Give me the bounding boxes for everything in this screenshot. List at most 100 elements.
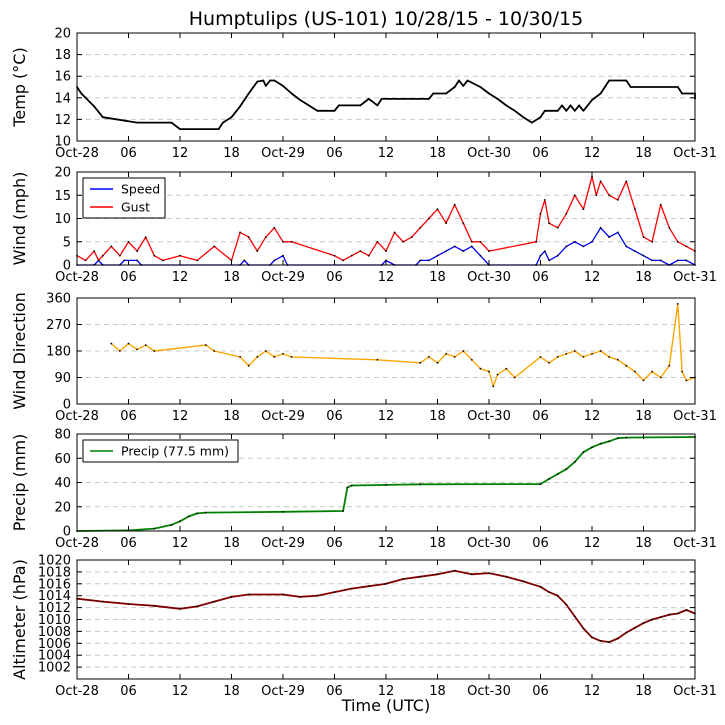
x-tick-label: 12 xyxy=(172,409,189,424)
data-point xyxy=(573,109,576,112)
x-tick-label: 12 xyxy=(584,146,601,161)
x-tick-label: 18 xyxy=(429,146,446,161)
data-point xyxy=(204,511,207,514)
data-point xyxy=(119,254,121,257)
x-axis-title: Time (UTC) xyxy=(341,696,430,715)
data-point xyxy=(608,356,611,358)
data-point xyxy=(367,98,370,100)
data-point xyxy=(97,259,100,262)
data-point xyxy=(196,605,199,608)
data-point xyxy=(625,180,628,183)
data-point xyxy=(625,436,628,439)
data-point xyxy=(634,208,636,211)
x-tick-label: Oct-31 xyxy=(673,146,717,161)
data-point xyxy=(608,641,611,643)
x-tick-label: Oct-29 xyxy=(261,684,305,699)
data-point xyxy=(350,587,353,590)
y-tick-label: 1014 xyxy=(38,589,71,604)
y-tick-label: 12 xyxy=(54,113,71,128)
x-tick-label: 12 xyxy=(378,684,395,699)
x-tick-label: Oct-29 xyxy=(261,536,305,551)
data-point xyxy=(136,121,139,124)
x-tick-label: 12 xyxy=(378,409,395,424)
x-tick-label: 06 xyxy=(326,409,343,424)
data-point xyxy=(453,356,456,358)
data-point xyxy=(488,572,490,574)
x-tick-label: 06 xyxy=(326,536,343,551)
series-line-dir-0 xyxy=(110,303,696,387)
data-point xyxy=(462,350,465,352)
x-tick-label: 18 xyxy=(635,409,652,424)
data-point xyxy=(685,609,688,611)
data-point xyxy=(651,259,653,262)
data-point xyxy=(651,618,653,621)
data-point xyxy=(273,226,276,229)
data-point xyxy=(582,208,585,211)
data-point xyxy=(676,612,679,615)
data-point xyxy=(548,591,550,593)
x-tick-label: 18 xyxy=(223,536,240,551)
data-point xyxy=(101,254,104,257)
x-tick-label: 06 xyxy=(120,146,137,161)
y-tick-label: 20 xyxy=(54,166,71,181)
x-tick-label: 12 xyxy=(584,684,601,699)
x-tick-label: Oct-30 xyxy=(467,684,511,699)
x-tick-label: Oct-28 xyxy=(55,536,99,551)
x-tick-label: 18 xyxy=(429,684,446,699)
data-point xyxy=(556,254,559,257)
x-tick-label: 12 xyxy=(172,146,189,161)
data-point xyxy=(462,222,465,225)
data-point xyxy=(136,259,139,262)
data-point xyxy=(247,92,250,95)
data-point xyxy=(582,627,585,630)
data-point xyxy=(543,109,546,112)
data-point xyxy=(264,85,267,87)
data-point xyxy=(676,259,679,262)
data-point xyxy=(573,461,576,463)
x-tick-label: Oct-31 xyxy=(673,536,717,551)
data-point xyxy=(243,259,246,262)
data-point xyxy=(582,109,585,112)
data-point xyxy=(488,250,490,253)
data-point xyxy=(359,104,362,107)
data-point xyxy=(578,104,580,107)
data-point xyxy=(217,128,220,131)
data-point xyxy=(380,98,383,100)
data-point xyxy=(453,569,456,572)
data-point xyxy=(573,194,576,197)
data-point xyxy=(668,226,671,229)
x-tick-label: 06 xyxy=(532,270,549,285)
data-point xyxy=(247,364,250,367)
data-point xyxy=(625,79,628,82)
data-point xyxy=(385,582,387,585)
data-point xyxy=(470,240,473,243)
data-point xyxy=(333,109,336,112)
x-tick-label: 18 xyxy=(429,270,446,285)
x-tick-label: 18 xyxy=(635,270,652,285)
data-point xyxy=(685,379,688,382)
data-point xyxy=(659,616,662,618)
panel-dir: 0 90 180 270 360 Oct-28 06 12 18 Oct-29 06 12 18 Oct-… xyxy=(10,292,717,425)
y-axis-label-alt: Altimeter (hPa) xyxy=(10,559,29,680)
data-point xyxy=(436,208,439,211)
data-point xyxy=(458,79,460,82)
y-tick-label: 18 xyxy=(54,48,71,63)
x-tick-label: Oct-29 xyxy=(261,146,305,161)
data-point xyxy=(479,254,482,257)
x-tick-label: 12 xyxy=(378,536,395,551)
y-tick-label: 270 xyxy=(46,318,71,333)
x-tick-label: Oct-29 xyxy=(261,270,305,285)
data-point xyxy=(346,486,349,489)
x-tick-label: 06 xyxy=(532,536,549,551)
y-tick-label: 180 xyxy=(46,345,71,360)
data-point xyxy=(290,356,293,358)
x-tick-label: Oct-30 xyxy=(467,409,511,424)
data-point xyxy=(419,259,422,262)
x-tick-label: 06 xyxy=(120,684,137,699)
data-point xyxy=(676,303,679,305)
data-point xyxy=(84,259,87,262)
x-tick-label: Oct-31 xyxy=(673,270,717,285)
x-tick-label: 06 xyxy=(326,146,343,161)
data-point xyxy=(685,259,688,262)
